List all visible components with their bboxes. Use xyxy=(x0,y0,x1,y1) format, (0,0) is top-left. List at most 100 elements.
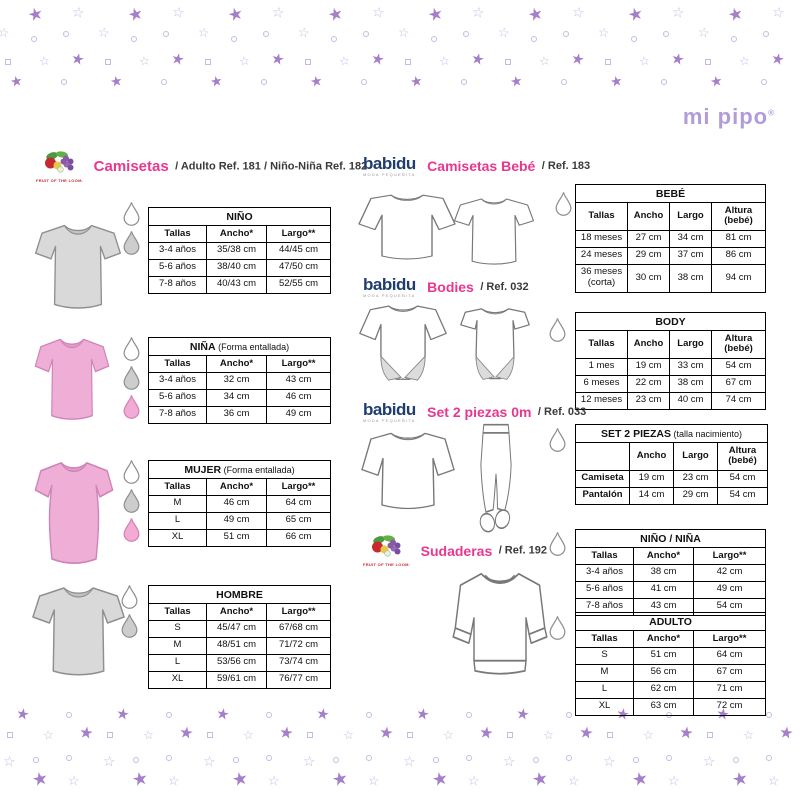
table-title: BODY xyxy=(574,311,767,332)
table-cell: 67 cm xyxy=(710,374,767,393)
color-options-mujer xyxy=(121,459,142,543)
star-outline-icon: ☆ xyxy=(438,53,451,69)
table-cell: 34 cm xyxy=(669,229,712,248)
table-cell: 19 cm xyxy=(629,469,674,488)
mipipo-logo-text: mi pipo xyxy=(682,104,769,129)
dot-icon xyxy=(261,79,267,85)
color-drop-white-icon xyxy=(547,615,568,641)
column-header: Ancho xyxy=(629,442,674,471)
star-filled-icon: ★ xyxy=(177,724,195,743)
table-cell: 44/45 cm xyxy=(266,241,331,260)
star-outline-icon: ☆ xyxy=(642,727,655,743)
column-header: Ancho* xyxy=(633,547,694,565)
section-header-sudaderas: FRUIT OF THE LOOM. Sudaderas / Ref. 192 xyxy=(363,534,547,567)
size-table: NIÑO / NIÑA Tallas Ancho* Largo** 3-4 años 38… xyxy=(574,528,767,616)
section-ref: / Ref. 192 xyxy=(498,544,547,557)
star-filled-icon: ★ xyxy=(230,767,251,791)
dot-icon xyxy=(61,79,67,85)
size-table-hombre: HOMBRE Tallas Ancho* Largo** S 45/47 cm 67/68 … xyxy=(147,584,332,689)
section-ref: / Ref. 033 xyxy=(537,406,587,418)
star-filled-icon: ★ xyxy=(77,724,95,743)
star-outline-icon: ☆ xyxy=(442,727,455,743)
color-options-set xyxy=(547,427,568,453)
table-cell: 42 cm xyxy=(692,563,767,582)
color-drop-grey-icon xyxy=(119,613,140,639)
table-cell: 72 cm xyxy=(692,697,767,716)
star-filled-icon: ★ xyxy=(108,72,124,90)
column-header: Tallas xyxy=(148,478,207,496)
table-cell: 81 cm xyxy=(711,229,766,248)
star-filled-icon: ★ xyxy=(30,767,51,791)
set-pants-illustration xyxy=(460,420,532,538)
table-cell: 62 cm xyxy=(633,680,694,699)
dot-icon xyxy=(233,757,239,763)
size-table-adulto: ADULTO Tallas Ancho* Largo** S 51 cm 64 cm M 56 … xyxy=(574,611,767,716)
star-filled-icon: ★ xyxy=(530,767,551,791)
babidu-logo-text: babidu xyxy=(363,275,416,294)
star-filled-icon: ★ xyxy=(308,72,324,90)
table-cell: 35/38 cm xyxy=(206,241,267,260)
star-filled-icon: ★ xyxy=(669,49,687,70)
column-header: Largo xyxy=(669,330,712,359)
dot-icon xyxy=(7,732,13,738)
color-options-nino-nina xyxy=(547,531,568,557)
color-options-body xyxy=(547,317,568,343)
fruit-of-the-loom-logo-text: FRUIT OF THE LOOM. xyxy=(36,178,84,183)
table-cell: 53/56 cm xyxy=(206,653,267,672)
section-title: Set 2 piezas 0m xyxy=(427,404,532,420)
table-title: BEBÉ xyxy=(575,183,766,204)
table-cell: L xyxy=(148,653,207,672)
dot-icon xyxy=(307,732,313,738)
star-outline-icon: ☆ xyxy=(302,752,317,770)
color-drop-white-icon xyxy=(119,584,140,610)
table-cell: Camiseta xyxy=(575,469,630,488)
color-drop-white-icon xyxy=(547,317,568,343)
star-outline-icon: ☆ xyxy=(202,752,217,770)
star-outline-icon: ☆ xyxy=(270,3,286,21)
star-filled-icon: ★ xyxy=(277,724,295,743)
table-cell: 73/74 cm xyxy=(265,653,332,672)
star-outline-icon: ☆ xyxy=(138,53,151,69)
column-header: Ancho* xyxy=(206,355,267,373)
color-options-nino xyxy=(121,201,142,256)
section-title: Sudaderas xyxy=(420,542,493,559)
dot-icon xyxy=(766,755,772,761)
star-outline-icon: ☆ xyxy=(570,3,586,21)
star-outline-icon: ☆ xyxy=(2,752,17,770)
table-cell: 32 cm xyxy=(206,371,267,390)
table-cell: 36 cm xyxy=(206,405,267,424)
dot-icon xyxy=(31,36,37,42)
dot-icon xyxy=(331,36,337,42)
dot-icon xyxy=(463,31,469,37)
table-cell: 65 cm xyxy=(266,511,331,530)
dot-icon xyxy=(533,757,539,763)
table-cell: 46 cm xyxy=(206,494,267,513)
dot-icon xyxy=(66,712,72,718)
dot-icon xyxy=(705,59,711,65)
color-options-bebe xyxy=(553,191,574,217)
star-filled-icon: ★ xyxy=(225,3,246,26)
color-drop-pink-icon xyxy=(121,517,142,543)
star-outline-icon: ☆ xyxy=(42,727,55,743)
table-cell: 5-6 años xyxy=(575,580,634,599)
size-table: BEBÉ Tallas Ancho Largo Altura (bebé) 18 mese… xyxy=(575,183,766,293)
table-cell: 74 cm xyxy=(710,391,767,410)
babidu-logo: babidu moda pequeñita xyxy=(363,276,416,298)
star-filled-icon: ★ xyxy=(569,49,587,70)
table-cell: 38 cm xyxy=(633,563,694,582)
table-cell: 40/43 cm xyxy=(206,275,267,294)
column-header: Ancho xyxy=(627,202,670,231)
star-outline-icon: ☆ xyxy=(667,772,681,789)
table-cell: Pantalón xyxy=(575,486,630,505)
tshirt-nino-illustration xyxy=(33,218,123,313)
table-cell: 46 cm xyxy=(265,388,332,407)
table-cell: 67 cm xyxy=(692,663,767,682)
babidu-logo-text: babidu xyxy=(363,400,416,419)
star-filled-icon: ★ xyxy=(608,72,624,90)
dot-icon xyxy=(266,755,272,761)
tshirt-nina-illustration xyxy=(33,332,111,424)
star-outline-icon: ☆ xyxy=(670,3,686,21)
dot-icon xyxy=(205,59,211,65)
color-drop-grey-icon xyxy=(121,230,142,256)
baby-tshirt-longsleeve-illustration xyxy=(357,188,457,268)
